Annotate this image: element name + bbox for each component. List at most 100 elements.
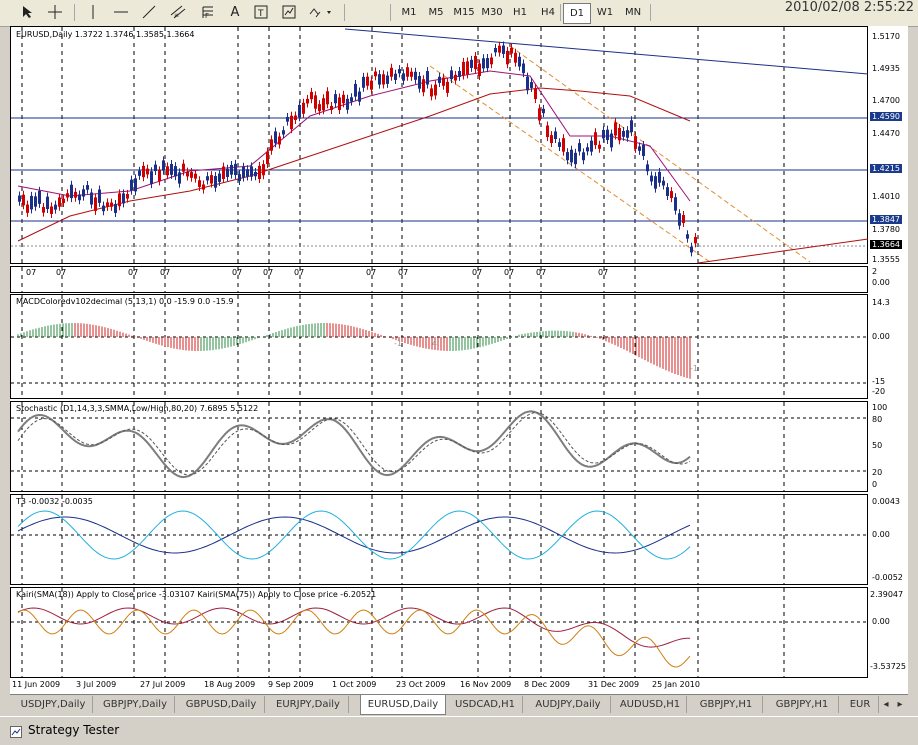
trendline-upper <box>344 28 869 75</box>
text-tool-icon[interactable]: A <box>230 4 240 20</box>
tab-usdjpy-daily[interactable]: USDJPY,Daily <box>14 696 93 713</box>
timeframe-mn[interactable]: MN <box>624 7 642 18</box>
horizontal-line-icon[interactable] <box>112 3 130 21</box>
candle-body <box>510 47 513 54</box>
candle-body <box>614 122 617 136</box>
candle-body <box>398 69 401 74</box>
price-label: 1.4010 <box>872 192 900 201</box>
candle-body <box>382 74 385 85</box>
crosshair-icon[interactable] <box>46 3 64 21</box>
candle-body <box>546 125 549 138</box>
x-axis-label: 16 Nov 2009 <box>460 680 512 689</box>
stoch-signal-line <box>17 412 691 476</box>
candle-body <box>502 45 505 54</box>
candle-body <box>626 130 629 138</box>
ma-line <box>17 87 691 242</box>
chart-window[interactable]: EURUSD,Daily 1.3722 1.3746 1.3585 1.3664… <box>10 26 908 694</box>
tab-gbpusd-daily[interactable]: GBPUSD,Daily <box>178 696 265 713</box>
candle-body <box>422 79 425 93</box>
candle-body <box>154 164 157 172</box>
timeframe-m1[interactable]: M1 <box>401 7 417 18</box>
cursor-icon[interactable] <box>18 3 36 21</box>
text-label-icon[interactable]: T <box>252 3 270 21</box>
strategy-tester-tab[interactable]: Strategy Tester <box>28 723 120 737</box>
macd-scale-label: 0.00 <box>872 332 890 341</box>
timeframe-h4[interactable]: H4 <box>541 7 555 18</box>
session-marker: 07 <box>398 268 409 277</box>
timeframe-h1[interactable]: H1 <box>513 7 527 18</box>
candle-body <box>134 178 137 192</box>
candle-body <box>446 81 449 93</box>
candle-body <box>354 83 357 97</box>
candle-body <box>374 71 377 77</box>
strategy-tester-icon[interactable] <box>10 726 22 738</box>
kairi-line-fast <box>17 609 691 668</box>
fibonacci-icon[interactable]: F <box>198 3 218 21</box>
tab-scroll-left-icon[interactable]: ◂ <box>883 699 889 710</box>
candle-body <box>434 84 437 96</box>
candle-body <box>202 184 205 190</box>
session-marker: 07 <box>232 268 243 277</box>
candle-body <box>90 192 93 205</box>
tab-eur[interactable]: EUR <box>842 696 879 713</box>
tab-audjpy-daily[interactable]: AUDJPY,Daily <box>526 696 611 713</box>
timeframe-m30[interactable]: M30 <box>481 7 503 18</box>
timeframe-m5[interactable]: M5 <box>428 7 444 18</box>
candle-body <box>438 76 441 83</box>
stochastic-header: Stochastic (D1,14,3,3,SMMA,Low/High,80,2… <box>16 404 259 413</box>
candle-body <box>222 166 225 179</box>
t3-panel-border <box>10 494 868 585</box>
tab-scroll-right-icon[interactable]: ▸ <box>897 699 903 710</box>
sub-scale-label: 0.00 <box>872 278 890 287</box>
candle-body <box>430 88 433 97</box>
candle-body <box>646 164 649 172</box>
vertical-line-icon[interactable] <box>86 3 100 21</box>
arrows-dropdown-icon[interactable] <box>306 3 336 21</box>
channel-line-upper <box>509 45 811 263</box>
stoch-scale-label: 20 <box>872 468 883 477</box>
tab-audusd-h1[interactable]: AUDUSD,H1 <box>614 696 687 713</box>
candle-body <box>138 170 141 176</box>
tab-gbpjpy-h1-2[interactable]: GBPJPY,H1 <box>766 696 839 713</box>
candle-body <box>526 76 529 91</box>
tab-gbpjpy-daily[interactable]: GBPJPY,Daily <box>96 696 175 713</box>
candle-body <box>306 98 309 104</box>
candle-body <box>618 127 621 141</box>
tab-gbpjpy-h1[interactable]: GBPJPY,H1 <box>690 696 763 713</box>
timeframe-m15[interactable]: M15 <box>453 7 475 18</box>
candle-body <box>478 63 481 77</box>
x-axis-label: 25 Jan 2010 <box>652 680 700 689</box>
candle-body <box>234 163 237 176</box>
price-level-box: 1.4215 <box>870 164 902 173</box>
candle-body <box>394 73 397 80</box>
price-label: 1.3555 <box>872 255 900 264</box>
candle-body <box>406 67 409 77</box>
chart-properties-icon[interactable] <box>280 3 298 21</box>
candle-body <box>670 191 673 199</box>
tab-eurjpy-daily[interactable]: EURJPY,Daily <box>268 696 349 713</box>
macd-annotation: 4 <box>432 339 438 348</box>
candle-body <box>522 63 525 74</box>
session-marker: 07 <box>504 268 515 277</box>
candle-body <box>518 56 521 67</box>
candle-body <box>462 61 465 76</box>
kairi-scale-label: -3.53725 <box>870 662 906 671</box>
timeframe-d1[interactable]: D1 <box>563 3 591 24</box>
current-price-box: 1.3664 <box>870 240 902 249</box>
candle-body <box>242 166 245 178</box>
stoch-scale-label: 50 <box>872 441 883 450</box>
horizontal-levels <box>11 117 867 623</box>
chart-canvas[interactable] <box>10 26 908 694</box>
tab-usdcad-h1[interactable]: USDCAD,H1 <box>448 696 523 713</box>
x-axis-label: 3 Jul 2009 <box>76 680 117 689</box>
candle-body <box>18 195 21 202</box>
candle-body <box>498 45 501 53</box>
trendline-icon[interactable] <box>140 3 158 21</box>
kairi-line-slow <box>17 607 690 648</box>
timeframe-w1[interactable]: W1 <box>596 7 614 18</box>
channel-icon[interactable]: ≡ <box>168 3 188 21</box>
candle-body <box>58 197 61 207</box>
tab-eurusd-daily[interactable]: EURUSD,Daily <box>360 695 446 715</box>
candle-body <box>310 91 313 100</box>
sub-scale-label: 2 <box>872 267 878 276</box>
